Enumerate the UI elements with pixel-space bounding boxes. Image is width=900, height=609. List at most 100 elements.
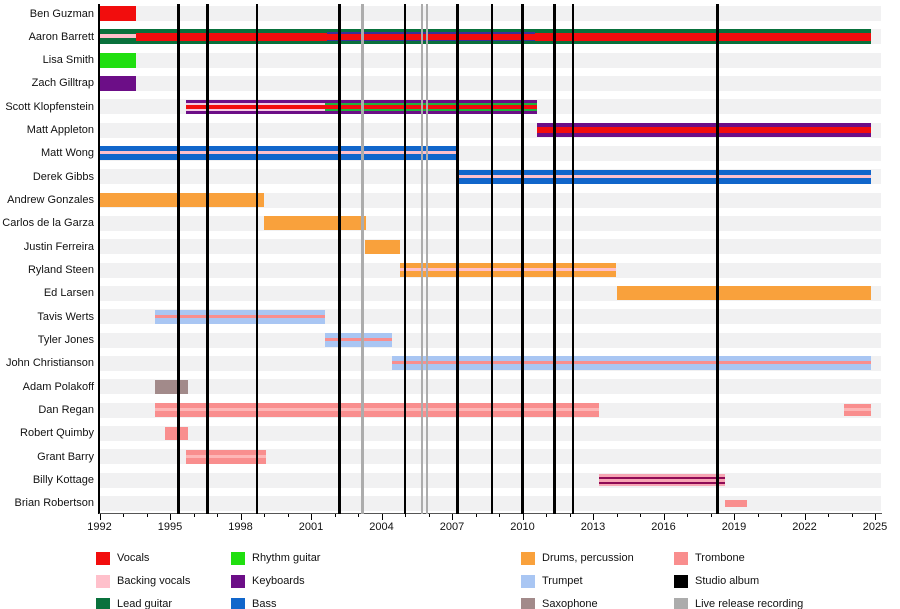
bar-layer-vocals: [327, 33, 536, 40]
bar-layer-lead_guitar: [535, 29, 871, 33]
bar-layer-light_salmon_stripe: [844, 408, 871, 412]
studio-album-line: [490, 4, 494, 514]
x-axis-tick-label: 2004: [369, 521, 394, 533]
legend-swatch-vocals: [96, 552, 110, 565]
bar-layer-vocals: [99, 6, 136, 21]
bar-layer-lead_guitar: [327, 29, 536, 33]
row-band: [100, 332, 881, 348]
x-axis-minor-tick: [146, 514, 148, 517]
bar-layer-drums: [263, 216, 367, 231]
member-label: Tyler Jones: [37, 334, 94, 347]
timeline-bar: [99, 75, 136, 91]
bar-layer-backing_vocals: [400, 268, 617, 272]
studio-album-line: [403, 4, 407, 514]
bar-layer-keyboards: [99, 75, 136, 91]
bar-layer-trumpet: [154, 309, 326, 315]
timeline-bar: [535, 29, 871, 45]
bar-layer-light_pink_base: [598, 483, 725, 487]
x-axis-major-tick: [593, 514, 594, 520]
member-label: Adam Polakoff: [22, 380, 94, 393]
legend-swatch-saxophone: [521, 598, 535, 609]
timeline-bar: [598, 474, 725, 487]
live-release-line: [425, 4, 429, 514]
bar-layer-bass: [455, 177, 871, 184]
member-label: Andrew Gonzales: [7, 194, 94, 207]
bar-layer-trumpet: [325, 341, 393, 348]
bar-layer-light_pink_base: [598, 478, 725, 482]
bar-layer-keyboards: [325, 99, 537, 103]
timeline-bar: [455, 169, 871, 184]
legend-swatch-bass: [231, 598, 245, 609]
legend-swatch-drums: [521, 552, 535, 565]
timeline-bar: [325, 99, 537, 114]
bar-layer-trombone: [844, 404, 871, 409]
x-axis-minor-tick: [569, 514, 571, 517]
row-band: [100, 192, 881, 208]
x-axis-minor-tick: [123, 514, 124, 517]
legend-label: Backing vocals: [117, 575, 191, 587]
timeline-bar: [325, 333, 393, 348]
member-label: Ed Larsen: [43, 287, 94, 300]
legend-swatch-trombone: [674, 552, 688, 565]
bar-layer-lead_guitar: [135, 40, 328, 45]
timeline-bar: [154, 309, 326, 324]
x-axis-tick-label: 2001: [298, 521, 324, 533]
member-label: Tavis Werts: [37, 310, 94, 323]
studio-album-line: [571, 4, 575, 514]
timeline-bar: [536, 123, 871, 138]
x-axis-tick-label: 2010: [510, 521, 535, 533]
timeline-bar: [99, 6, 136, 21]
legend-item-drums: Drums, percussion: [521, 552, 721, 566]
member-label: Brian Robertson: [14, 497, 95, 510]
bar-layer-trombone: [844, 411, 871, 417]
legend-item-studio_album: Studio album: [674, 575, 874, 589]
legend-swatch-lead_guitar: [96, 598, 110, 609]
x-axis-minor-tick: [828, 514, 829, 517]
legend-item-trombone: Trombone: [674, 552, 874, 566]
bar-layer-rhythm_guitar: [99, 52, 136, 68]
x-axis-minor-tick: [475, 514, 477, 517]
x-axis-minor-tick: [405, 514, 406, 517]
x-axis-minor-tick: [546, 514, 547, 517]
bar-layer-lead_guitar: [327, 41, 536, 45]
x-axis-minor-tick: [428, 514, 430, 517]
bar-layer-trombone: [325, 338, 393, 342]
x-axis-minor-tick: [217, 514, 218, 517]
bar-layer-navy_stripe: [327, 32, 536, 34]
x-axis-tick-label: 2013: [580, 521, 606, 533]
bar-layer-trombone: [154, 403, 599, 409]
bar-layer-drums: [400, 271, 617, 278]
legend-swatch-rhythm_guitar: [231, 552, 245, 565]
member-label: Carlos de la Garza: [2, 217, 94, 230]
row-band: [100, 379, 881, 395]
bar-layer-dark_magenta_stripe: [598, 481, 725, 484]
member-label: Matt Wong: [41, 147, 94, 160]
bar-layer-backing_vocals: [99, 34, 136, 39]
bar-layer-dark_magenta_stripe: [598, 476, 725, 479]
bar-layer-trombone: [392, 361, 871, 365]
x-axis-tick-label: 2025: [862, 521, 888, 533]
x-axis-minor-tick: [499, 514, 500, 517]
studio-album-line: [255, 4, 259, 514]
legend-item-vocals: Vocals: [96, 552, 296, 566]
x-axis-minor-tick: [616, 514, 618, 517]
bar-layer-keyboards: [325, 110, 537, 114]
member-label: Aaron Barrett: [28, 30, 94, 43]
bar-layer-backing_vocals: [455, 174, 871, 178]
legend-item-rhythm_guitar: Rhythm guitar: [231, 552, 431, 566]
row-band: [100, 75, 881, 91]
row-band: [100, 6, 881, 21]
studio-album-line: [176, 4, 180, 514]
bar-layer-mid_green_stripe: [325, 102, 537, 105]
timeline-bar: [327, 29, 536, 45]
x-axis-tick-label: 2007: [439, 521, 465, 533]
bar-layer-lead_guitar: [535, 40, 871, 45]
studio-album-line: [206, 4, 209, 514]
bar-layer-lead_guitar: [135, 29, 328, 33]
legend-label: Lead guitar: [117, 598, 173, 609]
bar-layer-light_salmon_stripe: [154, 408, 599, 412]
member-label: Dan Regan: [38, 404, 94, 417]
x-axis-line: [99, 513, 882, 514]
studio-album-line: [552, 4, 556, 514]
